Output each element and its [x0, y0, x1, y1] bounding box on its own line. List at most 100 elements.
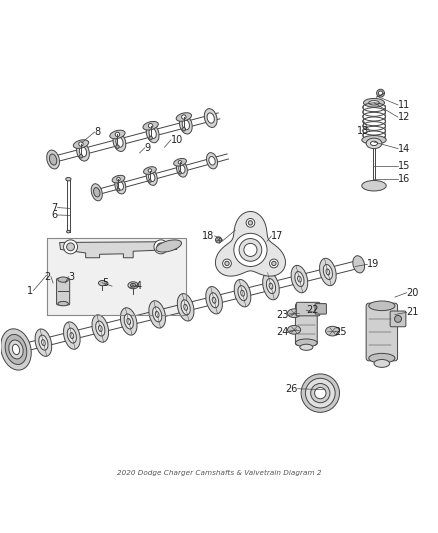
Ellipse shape — [9, 340, 23, 359]
Circle shape — [117, 188, 120, 191]
Text: 15: 15 — [398, 161, 410, 171]
Circle shape — [64, 240, 78, 254]
Circle shape — [149, 136, 152, 140]
Circle shape — [269, 259, 278, 268]
Circle shape — [215, 237, 222, 243]
Ellipse shape — [206, 152, 218, 169]
Text: 13: 13 — [357, 126, 370, 136]
Ellipse shape — [173, 158, 187, 166]
Ellipse shape — [209, 293, 219, 308]
Text: 9: 9 — [145, 143, 151, 153]
Ellipse shape — [325, 326, 339, 336]
Ellipse shape — [212, 297, 216, 303]
Circle shape — [234, 233, 267, 266]
Text: 25: 25 — [335, 327, 347, 337]
Ellipse shape — [269, 283, 273, 289]
Text: 23: 23 — [276, 310, 289, 320]
Circle shape — [178, 160, 182, 164]
Ellipse shape — [112, 175, 125, 183]
Polygon shape — [215, 212, 286, 276]
Ellipse shape — [144, 167, 156, 174]
Bar — [46, 238, 186, 314]
Ellipse shape — [366, 138, 382, 149]
Polygon shape — [60, 241, 177, 258]
Ellipse shape — [12, 344, 20, 354]
Circle shape — [157, 243, 165, 251]
Ellipse shape — [182, 119, 190, 130]
Text: 17: 17 — [272, 231, 284, 241]
Ellipse shape — [155, 311, 159, 317]
Text: 10: 10 — [171, 135, 183, 145]
Ellipse shape — [115, 177, 126, 194]
Circle shape — [377, 89, 385, 97]
Ellipse shape — [288, 326, 300, 334]
Ellipse shape — [371, 141, 378, 146]
Ellipse shape — [1, 329, 31, 370]
Ellipse shape — [146, 169, 157, 185]
Ellipse shape — [94, 188, 100, 197]
Text: 12: 12 — [398, 112, 410, 122]
Ellipse shape — [67, 328, 76, 343]
Circle shape — [182, 115, 186, 119]
Text: 14: 14 — [398, 143, 410, 154]
Ellipse shape — [207, 113, 214, 123]
FancyBboxPatch shape — [295, 304, 317, 345]
Text: 22: 22 — [306, 305, 319, 315]
Ellipse shape — [204, 109, 217, 127]
Ellipse shape — [180, 115, 192, 134]
Ellipse shape — [326, 269, 330, 275]
Ellipse shape — [374, 359, 390, 367]
Ellipse shape — [91, 184, 102, 201]
Circle shape — [305, 378, 335, 408]
Circle shape — [244, 244, 257, 256]
Ellipse shape — [297, 303, 315, 309]
Ellipse shape — [42, 340, 45, 346]
Text: 21: 21 — [407, 308, 419, 317]
Circle shape — [79, 155, 83, 158]
Ellipse shape — [369, 101, 379, 105]
Ellipse shape — [364, 99, 385, 107]
Circle shape — [179, 172, 181, 174]
Circle shape — [225, 261, 229, 265]
FancyBboxPatch shape — [390, 311, 406, 327]
Circle shape — [272, 261, 276, 265]
Circle shape — [239, 239, 262, 261]
Text: 26: 26 — [285, 384, 297, 394]
Circle shape — [314, 387, 326, 399]
Text: 6: 6 — [51, 210, 57, 220]
Ellipse shape — [362, 181, 386, 191]
Text: 2020 Dodge Charger Camshafts & Valvetrain Diagram 2: 2020 Dodge Charger Camshafts & Valvetrai… — [117, 470, 321, 476]
Circle shape — [301, 374, 339, 413]
FancyBboxPatch shape — [315, 304, 326, 314]
Ellipse shape — [179, 165, 185, 173]
Ellipse shape — [66, 177, 71, 181]
Circle shape — [395, 316, 402, 322]
Ellipse shape — [124, 314, 133, 329]
Ellipse shape — [67, 230, 70, 233]
Circle shape — [154, 240, 168, 254]
Ellipse shape — [177, 161, 187, 177]
Ellipse shape — [238, 286, 247, 301]
FancyBboxPatch shape — [366, 303, 398, 361]
Ellipse shape — [110, 130, 125, 139]
Ellipse shape — [288, 309, 300, 318]
Ellipse shape — [152, 307, 162, 322]
Ellipse shape — [149, 128, 156, 139]
Ellipse shape — [149, 301, 166, 328]
Circle shape — [67, 243, 74, 251]
Ellipse shape — [369, 301, 395, 311]
Circle shape — [223, 259, 231, 268]
Ellipse shape — [39, 335, 48, 350]
Text: 8: 8 — [95, 127, 101, 137]
Text: 5: 5 — [102, 278, 108, 288]
Ellipse shape — [120, 308, 137, 335]
Ellipse shape — [58, 302, 68, 306]
Ellipse shape — [177, 294, 194, 321]
Text: 20: 20 — [407, 288, 419, 298]
Ellipse shape — [143, 122, 158, 130]
Ellipse shape — [323, 264, 332, 279]
Circle shape — [148, 124, 153, 128]
Ellipse shape — [113, 133, 126, 151]
Ellipse shape — [263, 272, 279, 300]
Ellipse shape — [5, 334, 27, 365]
